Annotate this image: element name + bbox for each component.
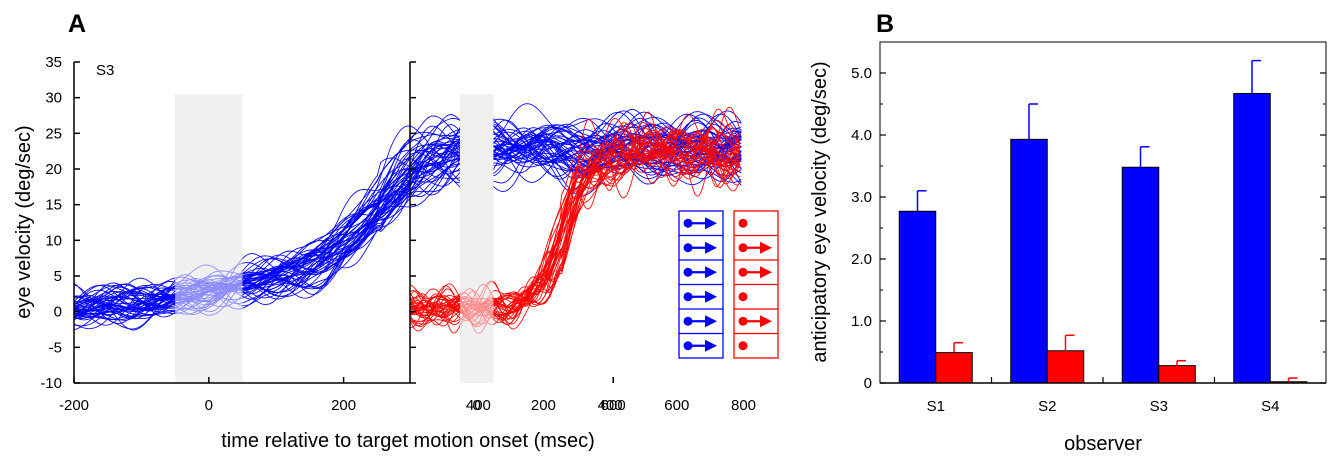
y-tick-label: 5.0	[851, 65, 872, 82]
bar-random	[935, 352, 973, 384]
y-tick-label: 30	[45, 90, 62, 107]
panel-a-right-plot: 0 200 400 600 800	[409, 61, 779, 414]
y-tick-label: 5	[54, 268, 62, 285]
x-tick-label: 0	[205, 397, 213, 414]
legend-arrow-head	[705, 290, 717, 303]
y-tick-label: 3.0	[851, 189, 872, 206]
x-tick-label: S3	[1150, 398, 1168, 415]
y-tick-label: -5	[49, 339, 62, 356]
y-tick-label: 1.0	[851, 313, 872, 330]
x-axis-label-panel-b: observer	[1064, 433, 1142, 455]
y-tick-label: 0	[54, 304, 62, 321]
x-tick-label: -200	[59, 397, 89, 414]
legend-dot	[738, 292, 748, 302]
legend-predictable	[678, 210, 724, 359]
trace-line	[73, 111, 742, 310]
x-tick-label: S1	[927, 398, 945, 415]
subject-annotation: S3	[96, 62, 114, 79]
legend-arrow-head	[705, 241, 717, 254]
bar-group	[880, 59, 1326, 384]
panel-b-label: B	[876, 10, 894, 38]
panel-b-plot: 0 1.0 2.0 3.0 4.0 5.0 S1 S2 S3 S4 anticipatory e…	[809, 41, 1327, 455]
x-ticks-panel-b: S1 S2 S3 S4	[927, 377, 1279, 415]
bar-random	[1158, 365, 1196, 384]
x-ticks-right: 0 200 400 600 800	[473, 397, 756, 414]
y-tick-label: 20	[45, 161, 62, 178]
y-ticks-panel-b: 0 1.0 2.0 3.0 4.0 5.0	[851, 65, 1326, 392]
y-tick-label: 15	[45, 197, 62, 214]
legend-arrow-head	[705, 339, 717, 352]
bar-predictable	[1010, 138, 1048, 384]
bar-predictable	[1233, 92, 1271, 384]
legend-arrow-head	[705, 266, 717, 279]
y-tick-label: 25	[45, 125, 62, 142]
bar-random	[1046, 350, 1085, 384]
legend-dot	[738, 218, 748, 228]
legend-arrow-head	[760, 266, 772, 279]
legend-random	[733, 210, 779, 359]
x-tick-label: 200	[531, 397, 556, 414]
y-ticks-right	[410, 61, 416, 384]
shade-overlay-right	[460, 94, 494, 383]
y-axis-label-panel-b: anticipatory eye velocity (deg/sec)	[809, 61, 831, 362]
panel-a-label: A	[68, 10, 86, 38]
x-tick-label: 0	[473, 397, 481, 414]
y-tick-label: 10	[45, 232, 62, 249]
shade-overlay-left	[175, 94, 243, 383]
x-tick-label: 200	[331, 397, 356, 414]
x-tick-label: 800	[731, 397, 756, 414]
y-tick-label: 35	[45, 54, 62, 71]
y-tick-label: 0	[864, 375, 872, 392]
x-tick-label: S4	[1261, 398, 1279, 415]
x-axis-label-panel-a: time relative to target motion onset (ms…	[221, 430, 594, 452]
x-tick-label: 400	[466, 397, 491, 414]
y-axis-label-left: eye velocity (deg/sec)	[13, 125, 35, 318]
legend-arrow-head	[760, 315, 772, 328]
x-ticks-left: -200 0 200 400 600	[59, 377, 626, 414]
bar-predictable	[898, 210, 937, 384]
x-tick-label: 400	[598, 397, 623, 414]
x-tick-label: 600	[664, 397, 689, 414]
y-tick-label: 4.0	[851, 127, 872, 144]
legend-dot	[738, 341, 748, 351]
trace-group-random	[409, 94, 741, 383]
y-tick-label: -10	[40, 375, 62, 392]
x-tick-label: 600	[601, 397, 626, 414]
legend-arrow-head	[760, 241, 772, 254]
bar-predictable	[1121, 166, 1160, 384]
legend-arrow-head	[705, 315, 717, 328]
x-tick-label: S2	[1038, 398, 1056, 415]
y-tick-label: 2.0	[851, 251, 872, 268]
legend-arrow-head	[705, 217, 717, 230]
y-ticks-left: -10 -5 0 5 10 15 20 25 30 35	[40, 54, 80, 392]
